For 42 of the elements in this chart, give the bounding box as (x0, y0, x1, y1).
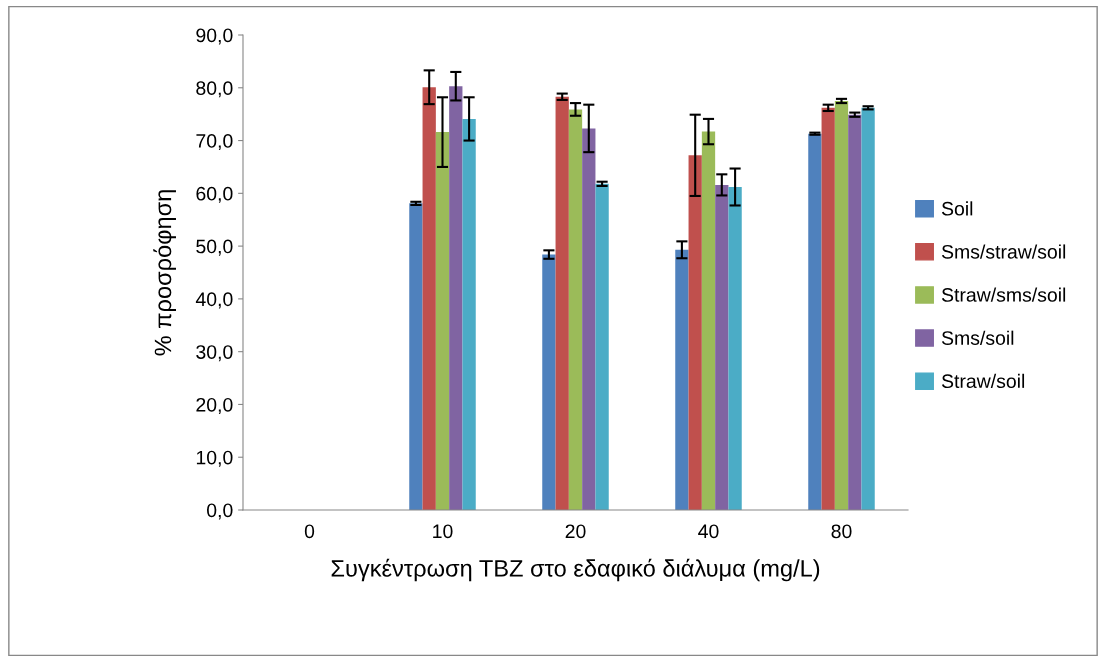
y-tick-label: 40,0 (195, 292, 233, 309)
legend-label: Sms/straw/soil (941, 244, 1066, 259)
y-tick-label: 80,0 (196, 81, 233, 98)
x-tick-label: 20 (565, 524, 586, 539)
legend-label: Straw/soil (941, 373, 1025, 389)
x-tick-label: 40 (698, 524, 719, 539)
x-tick-label: 0 (304, 524, 315, 539)
bar (555, 96, 569, 510)
legend-label: Straw/sms/soil (941, 287, 1066, 302)
bar (808, 133, 822, 510)
bar (728, 187, 742, 510)
bar (715, 184, 729, 510)
y-tick-label: 0,0 (207, 503, 233, 520)
bar (848, 114, 862, 510)
bar (422, 87, 436, 510)
bar (449, 86, 463, 510)
bar (688, 155, 702, 510)
legend-label: Soil (941, 201, 973, 216)
y-tick-label: 30,0 (196, 345, 233, 362)
bar (675, 249, 689, 510)
bar (435, 132, 450, 510)
y-tick-label: 70,0 (196, 134, 233, 151)
x-tick-label: 10 (433, 524, 453, 539)
legend-label: Sms/soil (941, 330, 1014, 345)
x-tick-label: 80 (831, 524, 852, 539)
y-tick-label: 10,0 (196, 450, 233, 467)
y-tick-label: 20,0 (196, 397, 233, 414)
y-tick-label: 60,0 (196, 186, 233, 203)
bar (409, 203, 423, 510)
y-tick-label: 50,0 (196, 239, 233, 256)
bar (821, 107, 835, 510)
bar (462, 118, 476, 510)
bar (542, 254, 556, 510)
bar (701, 131, 716, 510)
bar (834, 100, 849, 510)
bar (568, 109, 583, 510)
y-axis-title: % προσρόφηση (153, 190, 176, 356)
bar (595, 183, 609, 510)
x-axis-title: Συγκέντρωση TBZ στο εδαφικό διάλυμα (mg/L) (331, 558, 820, 582)
bar (582, 128, 596, 510)
bar (861, 107, 875, 510)
y-tick-label: 90,0 (196, 28, 233, 45)
